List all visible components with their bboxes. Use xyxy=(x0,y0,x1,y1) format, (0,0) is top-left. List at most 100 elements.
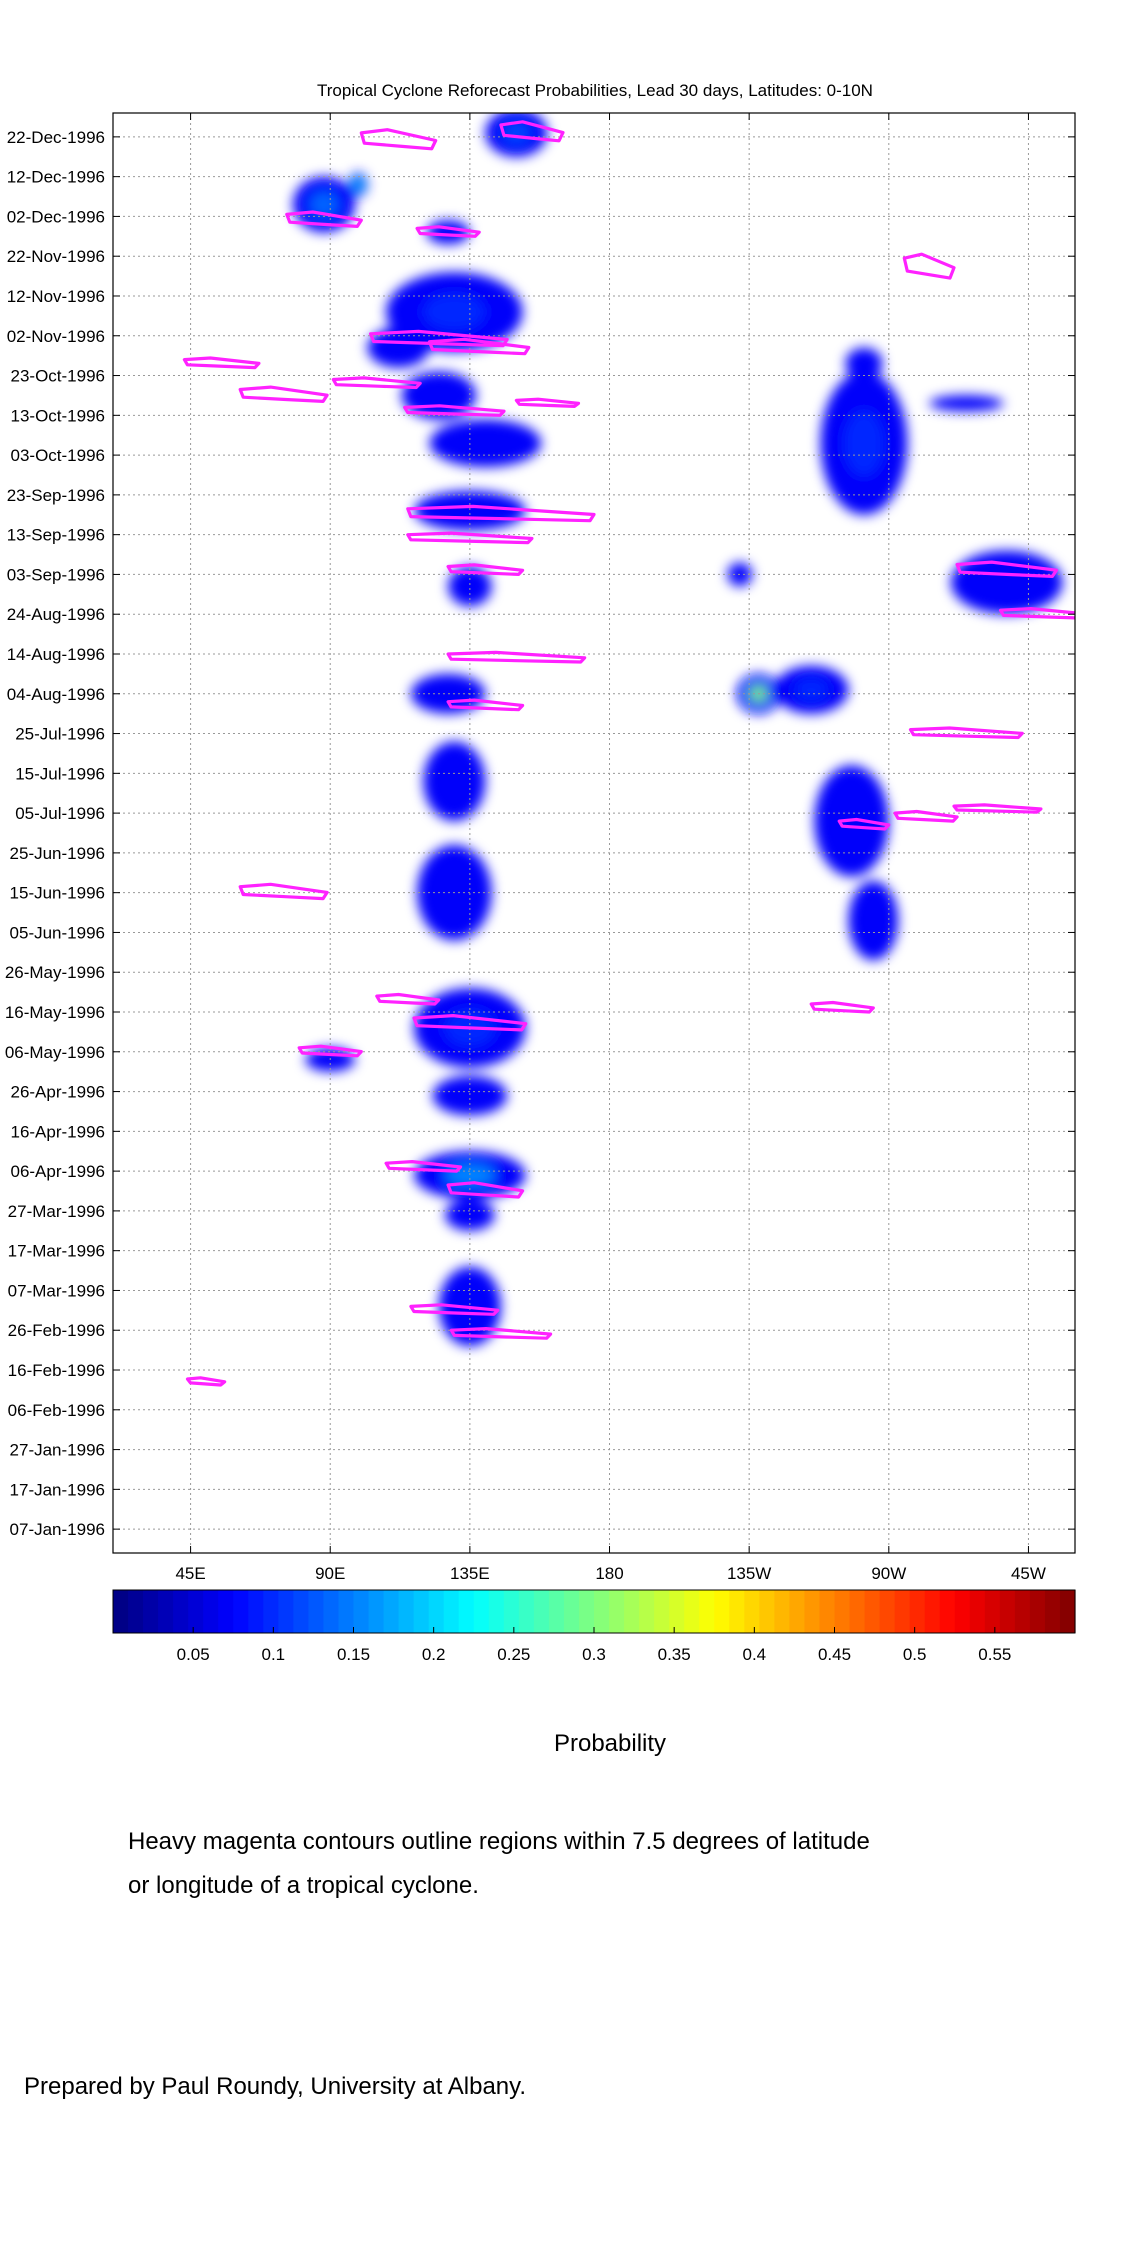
cyclone-contour xyxy=(297,1044,363,1058)
probability-blob xyxy=(432,1075,508,1116)
y-tick-label: 06-Apr-1996 xyxy=(10,1162,105,1181)
y-tick-label: 02-Nov-1996 xyxy=(7,327,105,346)
plot-background xyxy=(113,113,1075,1553)
cyclone-contour xyxy=(446,650,587,664)
colorbar-label: Probability xyxy=(553,1730,667,1757)
colorbar-swatch xyxy=(248,1590,264,1633)
colorbar-swatch xyxy=(443,1590,460,1633)
colorbar-swatch xyxy=(684,1590,700,1633)
cyclone-contour xyxy=(499,120,565,143)
cyclone-contour xyxy=(446,698,525,712)
cyclone-contour xyxy=(902,252,956,280)
colorbar-swatch xyxy=(864,1590,881,1633)
y-tick-label: 07-Jan-1996 xyxy=(10,1520,105,1539)
colorbar-swatch xyxy=(218,1590,234,1633)
x-tick-label: 45W xyxy=(1011,1564,1046,1583)
colorbar-swatch xyxy=(263,1590,279,1633)
colorbar-swatch xyxy=(879,1590,896,1633)
cyclone-contour xyxy=(412,1013,528,1032)
colorbar-swatch xyxy=(323,1590,340,1633)
colorbar-swatch xyxy=(819,1590,836,1633)
caption-line-1: Heavy magenta contours outline regions w… xyxy=(128,1828,870,1855)
probability-blob xyxy=(848,880,899,961)
x-axis-ticks: 45E 90E 135E 180 135W 90W 45W xyxy=(175,113,1046,1583)
colorbar-swatch xyxy=(158,1590,174,1633)
colorbar-swatch xyxy=(639,1590,655,1633)
x-tick-label: 90E xyxy=(315,1564,345,1583)
cyclone-contour xyxy=(446,1181,525,1199)
colorbar-swatch xyxy=(924,1590,941,1633)
cyclone-contour xyxy=(837,817,891,831)
cyclone-contour xyxy=(406,531,534,545)
colorbar-swatch xyxy=(789,1590,806,1633)
cyclone-contour xyxy=(415,225,481,238)
colorbar-tick-label: 0.4 xyxy=(743,1645,767,1664)
y-tick-label: 07-Mar-1996 xyxy=(8,1281,105,1300)
probability-blob xyxy=(448,566,492,607)
colorbar-swatch xyxy=(849,1590,866,1633)
y-tick-label: 17-Jan-1996 xyxy=(10,1480,105,1499)
colorbar-swatch xyxy=(909,1590,926,1633)
y-tick-label: 12-Dec-1996 xyxy=(7,168,105,187)
colorbar-tick-label: 0.05 xyxy=(177,1645,210,1664)
colorbar-swatch xyxy=(518,1590,535,1633)
y-tick-label: 27-Mar-1996 xyxy=(8,1202,105,1221)
colorbar-ticks: 0.05 0.1 0.15 0.2 0.25 0.3 0.35 0.4 0.45 0.5 0.55 xyxy=(177,1627,1011,1664)
credit-line: Prepared by Paul Roundy, University at A… xyxy=(24,2073,527,2100)
colorbar-swatch xyxy=(113,1590,129,1633)
y-tick-label: 03-Oct-1996 xyxy=(11,446,106,465)
cyclone-contour xyxy=(238,385,329,403)
cyclone-contour xyxy=(809,1000,875,1014)
y-tick-label: 13-Oct-1996 xyxy=(11,406,106,425)
y-tick-label: 24-Aug-1996 xyxy=(7,605,105,624)
cyclone-contour xyxy=(998,606,1075,620)
probability-core xyxy=(353,179,363,190)
colorbar-tick-label: 0.1 xyxy=(262,1645,286,1664)
cyclone-contour xyxy=(403,404,506,417)
colorbar-swatch xyxy=(939,1590,956,1633)
colorbar-tick-label: 0.5 xyxy=(903,1645,927,1664)
colorbar-swatch xyxy=(173,1590,189,1633)
y-tick-label: 26-Apr-1996 xyxy=(10,1083,105,1102)
cyclone-contour xyxy=(955,560,1059,579)
y-tick-label: 03-Sep-1996 xyxy=(7,565,105,584)
cyclone-contour xyxy=(514,397,581,408)
x-tick-label: 135E xyxy=(450,1564,490,1583)
probability-blob xyxy=(426,220,470,245)
cyclone-contour xyxy=(952,803,1043,814)
y-tick-label: 26-May-1996 xyxy=(5,963,105,982)
y-tick-label: 23-Oct-1996 xyxy=(11,367,106,386)
y-tick-label: 06-May-1996 xyxy=(5,1043,105,1062)
cyclone-contour xyxy=(908,726,1024,740)
colorbar-swatch xyxy=(473,1590,490,1633)
cyclone-contour xyxy=(427,337,531,356)
colorbar-swatch xyxy=(1014,1590,1031,1633)
colorbar-swatch xyxy=(293,1590,310,1633)
x-tick-label: 45E xyxy=(175,1564,205,1583)
colorbar-swatch xyxy=(488,1590,505,1633)
x-tick-label: 90W xyxy=(871,1564,906,1583)
y-tick-label: 17-Mar-1996 xyxy=(8,1242,105,1261)
cyclone-contour xyxy=(185,1376,227,1387)
colorbar-swatch xyxy=(428,1590,445,1633)
colorbar-swatch xyxy=(699,1590,715,1633)
colorbar-swatch xyxy=(1044,1590,1061,1633)
y-tick-label: 05-Jun-1996 xyxy=(10,923,105,942)
cyclone-contour xyxy=(384,1159,463,1173)
colorbar-swatch xyxy=(353,1590,370,1633)
colorbar-swatch xyxy=(278,1590,294,1633)
plot-frame xyxy=(112,112,1076,1554)
cyclone-contour xyxy=(893,809,959,823)
probability-blob xyxy=(423,741,486,822)
colorbar-swatch xyxy=(894,1590,911,1633)
colorbar-swatches xyxy=(113,1590,1076,1633)
probability-blob xyxy=(414,490,526,531)
y-axis-ticks: 07-Jan-1996 17-Jan-1996 27-Jan-1996 06-Feb-… xyxy=(5,128,1075,1539)
colorbar-swatch xyxy=(308,1590,325,1633)
colorbar-swatch xyxy=(188,1590,204,1633)
colorbar-swatch xyxy=(774,1590,791,1633)
colorbar-tick-label: 0.55 xyxy=(978,1645,1011,1664)
y-tick-label: 16-May-1996 xyxy=(5,1003,105,1022)
y-tick-label: 16-Feb-1996 xyxy=(8,1361,105,1380)
